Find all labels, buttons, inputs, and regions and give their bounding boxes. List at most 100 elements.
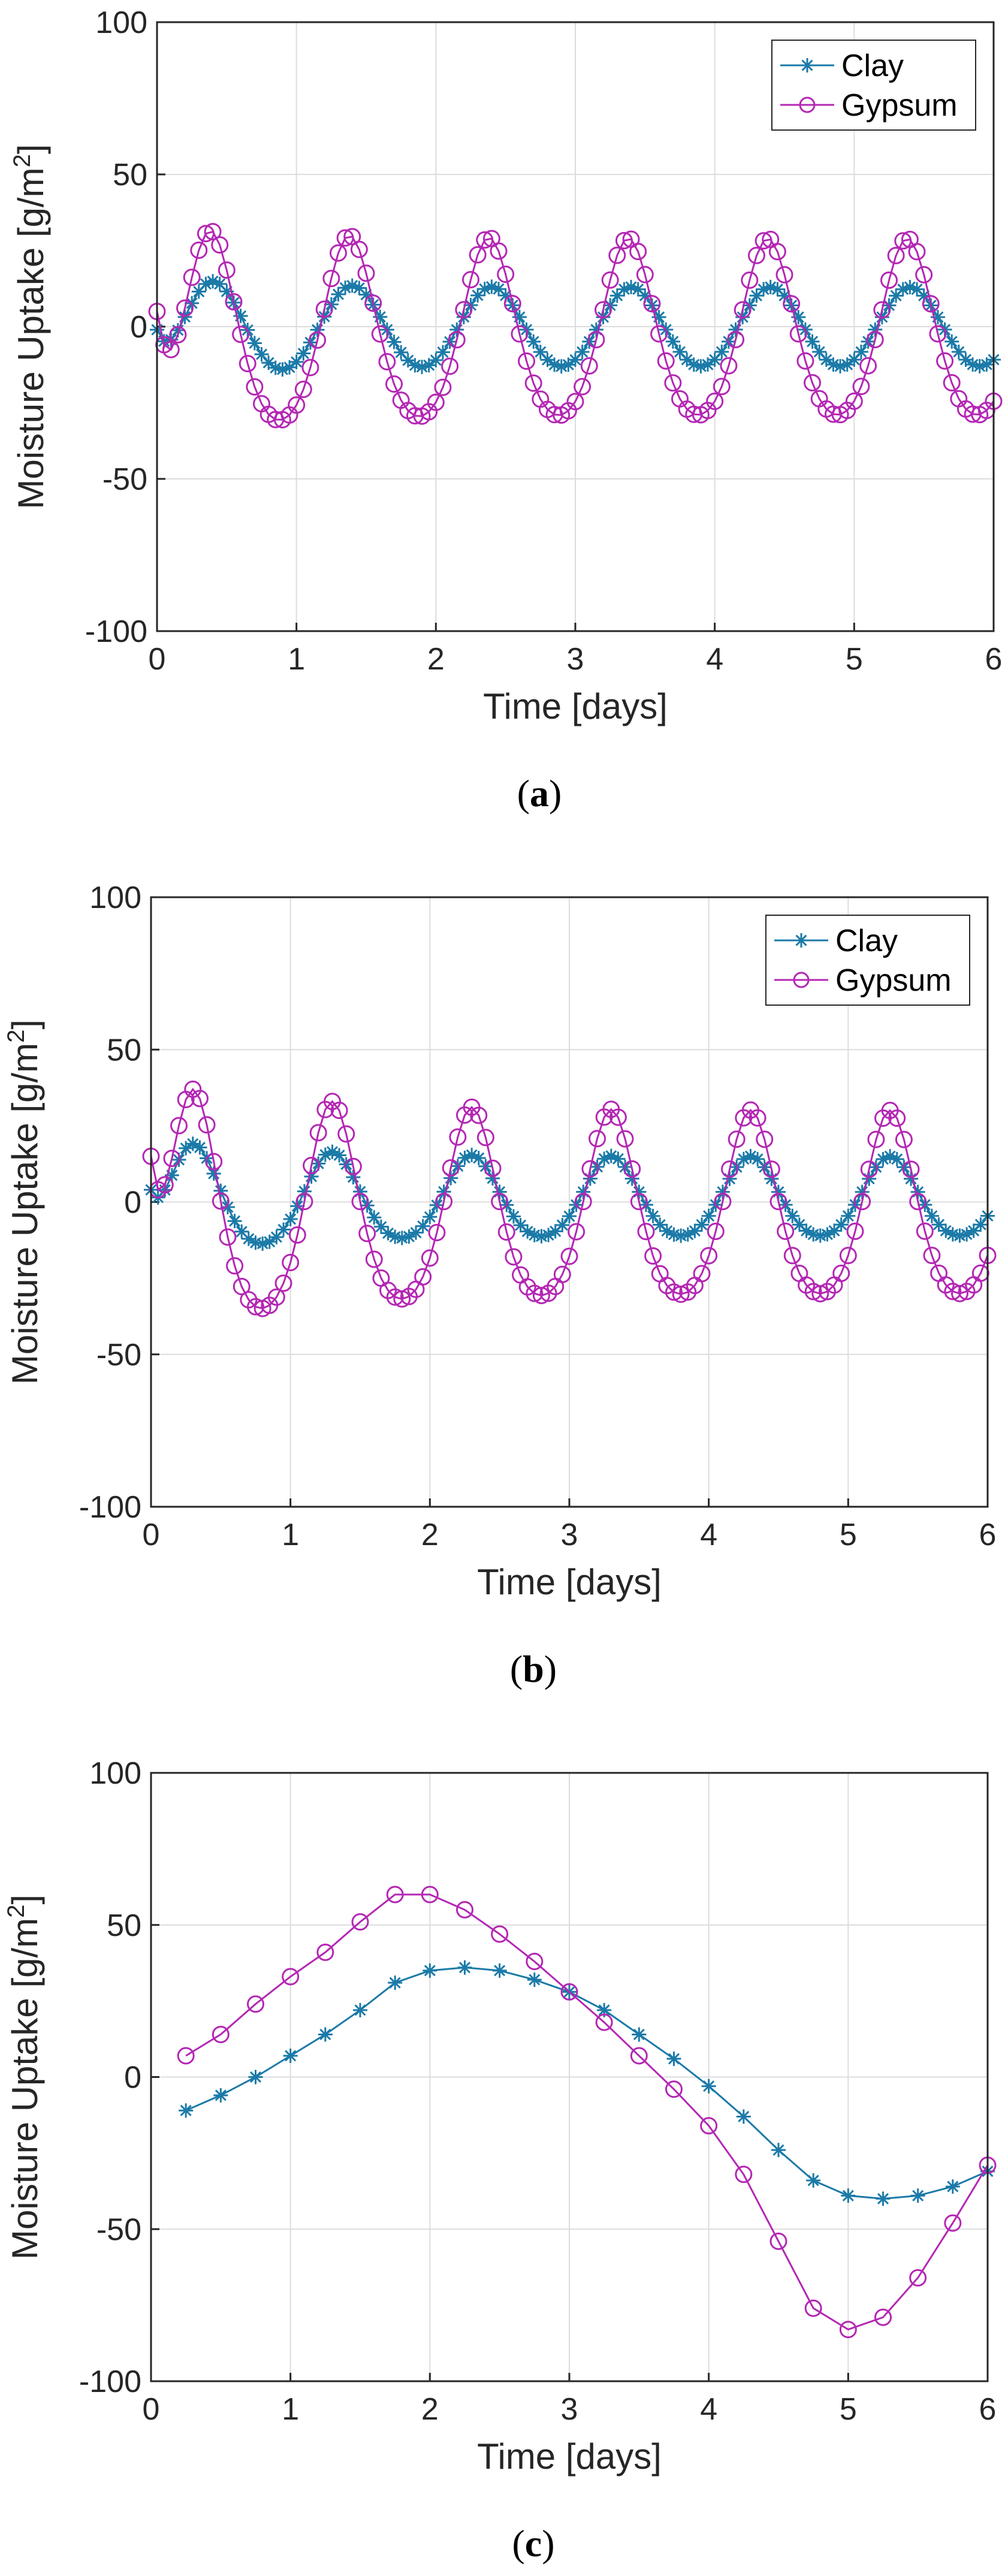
data-point — [492, 1184, 507, 1199]
data-point — [859, 357, 877, 375]
data-point — [268, 360, 283, 375]
chart-panel-c: 0 1 2 3 4 5 6 100 50 0 -50 -100 Time [days] Moisture … — [3, 1756, 997, 2565]
data-point — [924, 1208, 939, 1223]
data-point — [638, 288, 653, 303]
data-point — [288, 396, 306, 414]
data-point — [687, 1223, 702, 1238]
data-point — [297, 1184, 312, 1199]
data-point — [741, 271, 759, 289]
data-point — [388, 1229, 403, 1244]
data-point — [344, 1157, 362, 1175]
y-tick-label: -100 — [85, 614, 147, 649]
y-axis-label-close: ] — [5, 1895, 45, 1905]
data-point — [611, 1151, 626, 1166]
data-point — [262, 1234, 277, 1249]
data-point — [353, 1184, 367, 1199]
data-point — [630, 2047, 648, 2065]
data-point — [345, 278, 360, 293]
data-point — [841, 2188, 856, 2203]
data-point — [876, 1151, 891, 1166]
data-point — [929, 325, 947, 343]
data-point — [768, 243, 786, 261]
data-point — [282, 360, 297, 375]
legend-marker — [799, 96, 816, 113]
data-point — [789, 325, 807, 343]
data-point — [736, 2109, 751, 2124]
data-point — [283, 1212, 298, 1227]
data-point — [966, 1223, 981, 1238]
data-point — [455, 301, 473, 319]
data-point — [164, 1168, 179, 1183]
legend: Clay Gypsum — [765, 915, 970, 1006]
data-point — [771, 1184, 786, 1199]
legend-label: Clay — [841, 49, 904, 83]
data-point — [568, 1223, 586, 1241]
data-point — [415, 1218, 430, 1233]
data-point — [775, 266, 793, 283]
data-point — [632, 2027, 647, 2042]
data-point — [456, 1901, 473, 1919]
data-point — [497, 1223, 515, 1241]
data-point — [728, 322, 743, 337]
data-point — [916, 288, 931, 303]
data-point — [464, 1147, 479, 1162]
data-point — [477, 282, 492, 297]
x-tick-label: 6 — [979, 2392, 997, 2427]
data-point — [855, 1184, 870, 1199]
data-point — [868, 322, 883, 337]
data-point — [548, 1224, 563, 1239]
x-tick-label: 2 — [421, 2392, 439, 2427]
data-point — [650, 325, 668, 343]
x-axis-label: Time [days] — [483, 686, 668, 726]
data-point — [316, 1943, 334, 1961]
data-point — [889, 288, 904, 303]
data-point — [922, 295, 940, 313]
data-point — [727, 331, 745, 349]
data-point — [812, 345, 827, 360]
data-point — [909, 1193, 927, 1211]
data-point — [485, 1171, 500, 1186]
data-point — [156, 1176, 174, 1194]
data-point — [714, 345, 729, 360]
y-tick-label: 0 — [124, 2061, 141, 2095]
data-point — [352, 280, 367, 295]
data-point — [728, 1130, 746, 1148]
data-point — [707, 1223, 725, 1241]
data-point — [332, 1148, 347, 1163]
data-point — [212, 2025, 230, 2043]
data-point — [792, 1217, 807, 1232]
data-point — [756, 282, 771, 297]
data-point — [162, 340, 180, 358]
data-point — [373, 309, 388, 324]
data-point — [170, 1117, 188, 1135]
data-point — [241, 1231, 256, 1246]
data-point — [734, 301, 752, 319]
data-point — [820, 1227, 835, 1242]
data-point — [777, 288, 792, 303]
data-point — [364, 294, 382, 312]
data-point — [357, 264, 375, 282]
data-point — [840, 357, 855, 372]
y-axis-label: Moisture Uptake [g/m2] — [3, 1895, 45, 2260]
data-point — [183, 269, 201, 286]
plot-area-frame — [150, 1772, 989, 2382]
data-point — [624, 1171, 639, 1186]
data-point — [700, 1247, 718, 1265]
data-point — [657, 352, 675, 370]
data-point — [959, 1227, 974, 1242]
data-point — [945, 2179, 960, 2194]
data-point — [973, 1217, 988, 1232]
data-point — [211, 236, 229, 254]
data-point — [289, 354, 304, 369]
data-point — [645, 1208, 660, 1223]
data-point — [408, 358, 422, 373]
data-point — [769, 2233, 787, 2251]
data-point — [841, 1208, 856, 1223]
data-point — [505, 1248, 523, 1266]
data-point — [533, 345, 548, 360]
data-point — [247, 1298, 264, 1316]
series-gypsum — [177, 1886, 997, 2339]
legend-label: Clay — [835, 924, 898, 958]
data-point — [938, 1223, 953, 1238]
data-point — [198, 1116, 216, 1134]
